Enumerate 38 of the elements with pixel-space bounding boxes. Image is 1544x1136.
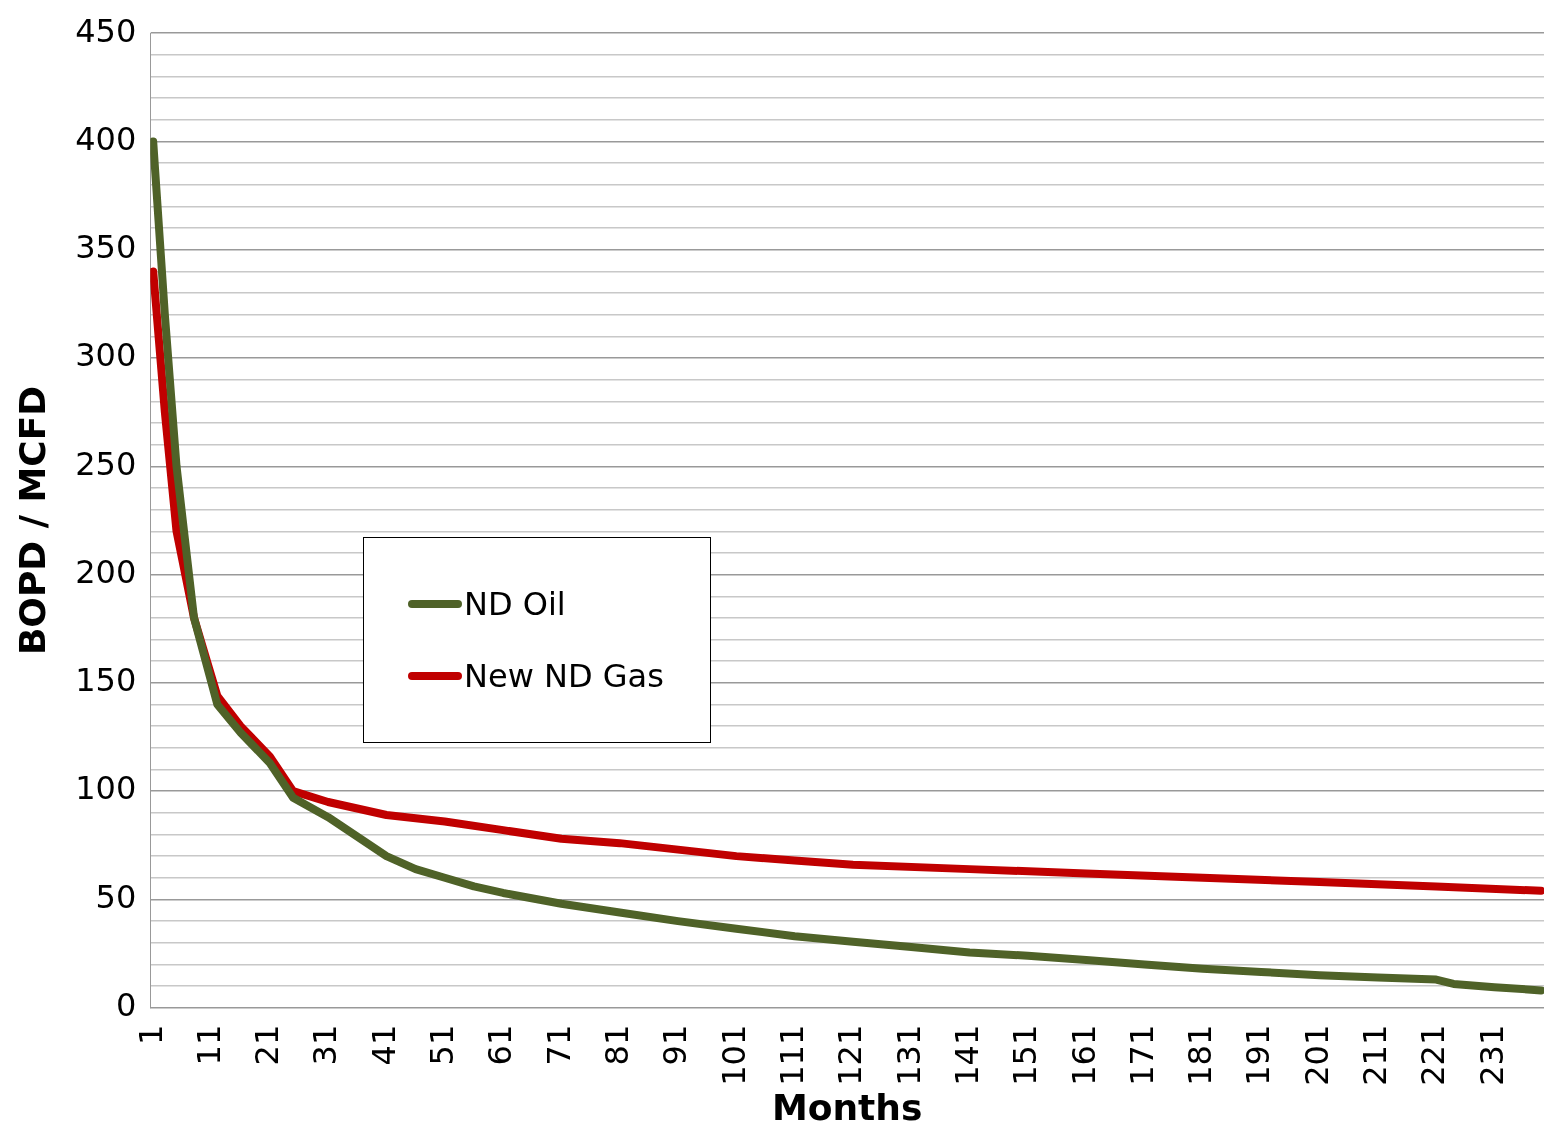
x-tick-label: 1 [131,1024,170,1046]
x-tick-label: 51 [423,1024,462,1066]
x-tick-label: 171 [1122,1024,1161,1086]
y-tick-label: 150 [75,661,137,700]
y-tick-label: 100 [75,769,137,808]
x-axis-title: Months [771,1086,923,1128]
x-tick-label: 141 [947,1024,986,1086]
y-tick-label: 50 [95,877,137,916]
y-tick-label: 400 [75,119,137,158]
x-tick-label: 231 [1472,1024,1511,1086]
x-tick-label: 131 [889,1024,928,1086]
x-tick-label: 31 [306,1024,345,1066]
x-tick-label: 211 [1356,1024,1395,1086]
x-tick-label: 41 [364,1024,403,1066]
x-tick-label: 191 [1239,1024,1278,1086]
x-tick-label: 71 [539,1024,578,1066]
x-tick-label: 11 [189,1024,228,1066]
x-tick-label: 181 [1181,1024,1220,1086]
legend-label: ND Oil [464,585,566,623]
x-tick-label: 111 [772,1024,811,1086]
x-tick-label: 101 [714,1024,753,1086]
x-tick-label: 91 [656,1024,695,1066]
y-tick-label: 200 [75,552,137,591]
x-tick-label: 151 [1006,1024,1045,1086]
x-tick-label: 81 [598,1024,637,1066]
y-tick-label: 450 [75,11,137,50]
x-tick-label: 201 [1297,1024,1336,1086]
legend-label: New ND Gas [464,657,664,695]
x-tick-label: 221 [1414,1024,1453,1086]
x-tick-label: 161 [1064,1024,1103,1086]
y-tick-label: 350 [75,228,137,267]
x-tick-label: 121 [831,1024,870,1086]
y-tick-label: 0 [115,986,137,1025]
x-tick-label: 61 [481,1024,520,1066]
y-tick-label: 300 [75,336,137,375]
x-tick-label: 21 [248,1024,287,1066]
y-tick-label: 250 [75,444,137,483]
y-axis-title: BOPD / MCFD [11,385,53,656]
